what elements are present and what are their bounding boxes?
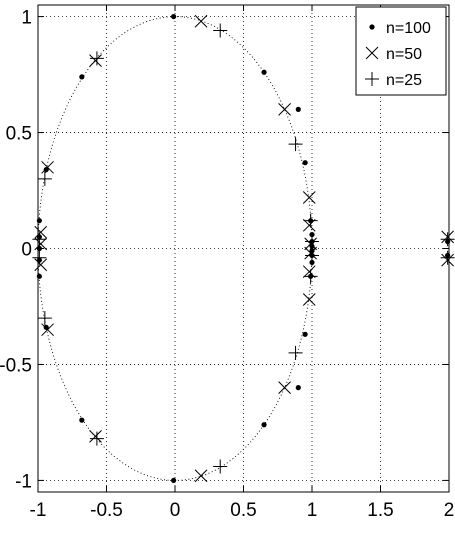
- legend-label: n=25: [386, 72, 422, 89]
- data-point-dot: [79, 74, 85, 80]
- data-point-x: [89, 54, 102, 68]
- data-point-dot: [36, 218, 42, 224]
- data-point-x: [34, 237, 48, 251]
- grid-layer: [37, 5, 450, 492]
- legend-marker-x: [365, 46, 379, 60]
- data-point-x: [302, 218, 316, 232]
- data-point-x: [41, 323, 54, 337]
- data-point-dot: [302, 331, 308, 337]
- data-point-dot: [171, 13, 177, 20]
- data-point-plus: [37, 171, 52, 186]
- data-point-x: [302, 265, 316, 279]
- data-point-dot: [261, 422, 267, 428]
- data-point-plus: [89, 51, 104, 66]
- y-tick-label: 0.5: [6, 124, 32, 145]
- data-point-plus: [213, 23, 228, 38]
- data-point-plus: [89, 431, 104, 446]
- data-point-x: [302, 191, 316, 204]
- x-tick-label: 1: [307, 500, 318, 521]
- legend: n=100 n=50 n=25: [355, 6, 447, 96]
- legend-box: [355, 6, 447, 96]
- data-point-dot: [171, 477, 177, 484]
- data-point-plus: [288, 345, 303, 360]
- data-point-x: [41, 160, 54, 174]
- legend-label: n=100: [386, 20, 431, 37]
- legend-item: n=100: [369, 20, 431, 37]
- data-point-x: [194, 469, 208, 483]
- data-point-x: [278, 381, 291, 394]
- data-point-dot: [43, 167, 49, 173]
- data-point-x: [302, 293, 316, 306]
- legend-item: n=50: [365, 46, 422, 63]
- legend-item: n=25: [365, 72, 422, 89]
- series-x: [34, 14, 454, 483]
- data-point-dot: [79, 417, 85, 423]
- data-point-dot: [261, 69, 267, 75]
- data-point-x: [89, 429, 102, 443]
- data-point-x: [34, 258, 48, 272]
- data-point-plus: [440, 232, 455, 247]
- x-tick-label: 2: [444, 500, 455, 521]
- data-point-plus: [213, 459, 228, 474]
- y-tick-label: 1: [21, 8, 32, 29]
- legend-marker-dot: [369, 24, 375, 30]
- data-point-plus: [303, 269, 318, 284]
- data-point-plus: [32, 232, 47, 247]
- data-point-x: [278, 103, 291, 116]
- data-point-plus: [37, 311, 52, 326]
- y-tick-label: -1: [15, 471, 32, 492]
- data-point-plus: [440, 250, 455, 265]
- data-point-plus: [288, 137, 303, 152]
- axis-layer: -1 -0.5 0 0.5 1 1.5 2 1 0.5 0 -0.5 -1: [0, 4, 455, 521]
- x-tick-label: -0.5: [90, 500, 123, 521]
- data-point-dot: [36, 273, 42, 279]
- data-point-plus: [305, 248, 319, 263]
- data-point-plus: [305, 234, 319, 249]
- data-point-dot: [295, 106, 301, 112]
- legend-marker-plus: [365, 72, 379, 86]
- x-tick-label: 0: [170, 500, 181, 521]
- data-point-x: [304, 237, 317, 251]
- data-point-x: [194, 14, 208, 28]
- data-point-plus: [303, 213, 318, 228]
- data-point-dot: [302, 160, 308, 166]
- y-tick-label: -0.5: [0, 355, 32, 376]
- x-tick-label: -1: [30, 500, 47, 521]
- y-tick-label: 0: [21, 240, 32, 261]
- x-tick-label: 1.5: [367, 500, 393, 521]
- data-point-dot: [43, 324, 49, 330]
- data-point-plus: [32, 250, 47, 265]
- x-tick-label: 0.5: [230, 500, 256, 521]
- series-plus: [32, 23, 455, 474]
- legend-label: n=50: [386, 46, 422, 63]
- points-layer: [32, 13, 455, 484]
- data-point-x: [304, 246, 317, 260]
- data-point-x: [34, 225, 48, 239]
- data-point-dot: [295, 385, 301, 391]
